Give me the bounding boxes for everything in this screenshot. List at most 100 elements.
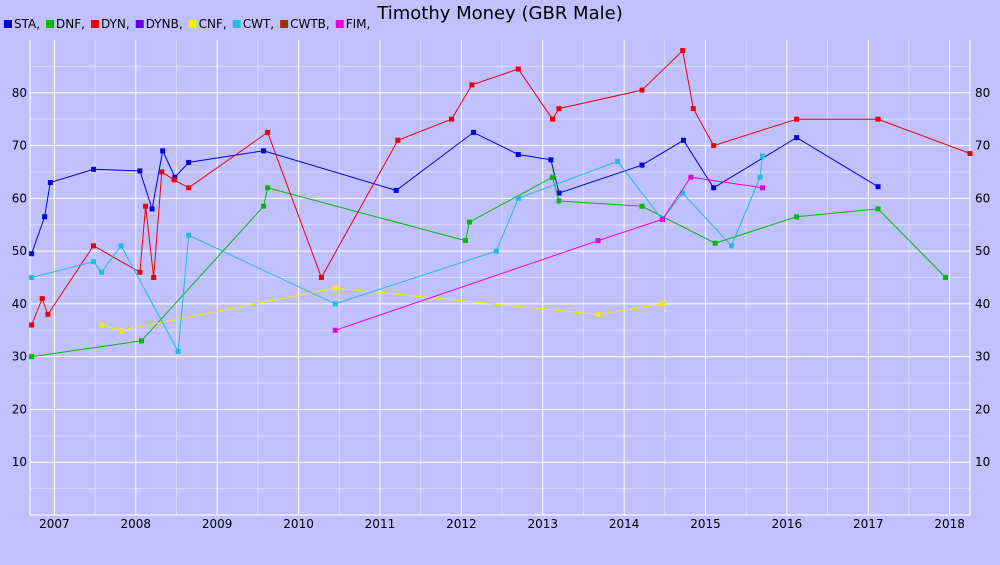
series-dnf bbox=[29, 174, 949, 360]
legend-label: CWT, bbox=[243, 17, 274, 31]
data-point bbox=[175, 348, 181, 354]
y-tick-label-left: 40 bbox=[12, 297, 27, 311]
legend-swatch bbox=[280, 20, 289, 28]
series-sta bbox=[29, 129, 881, 257]
data-point bbox=[711, 185, 717, 191]
y-tick-label-right: 50 bbox=[975, 244, 990, 258]
data-point bbox=[711, 143, 717, 149]
data-point bbox=[967, 150, 973, 156]
data-point bbox=[332, 327, 338, 333]
data-point bbox=[149, 206, 155, 212]
data-point bbox=[137, 168, 143, 174]
data-point bbox=[875, 116, 881, 122]
x-tick-label: 2015 bbox=[690, 517, 721, 531]
y-tick-label-right: 30 bbox=[975, 350, 990, 364]
data-point bbox=[515, 66, 521, 72]
legend-swatch bbox=[135, 20, 144, 28]
data-point bbox=[690, 106, 696, 112]
legend-swatch bbox=[335, 20, 344, 28]
data-point bbox=[556, 106, 562, 112]
series-layer bbox=[29, 48, 973, 360]
data-point bbox=[757, 174, 763, 180]
data-point bbox=[556, 190, 562, 196]
data-point bbox=[261, 148, 267, 154]
data-point bbox=[261, 203, 267, 209]
data-point bbox=[794, 214, 800, 220]
x-tick-label: 2007 bbox=[39, 517, 70, 531]
legend-swatch bbox=[90, 20, 99, 28]
data-point bbox=[449, 116, 455, 122]
data-point bbox=[639, 87, 645, 93]
data-point bbox=[118, 327, 124, 333]
legend-swatch bbox=[232, 20, 241, 28]
y-tick-label-right: 80 bbox=[975, 86, 990, 100]
data-point bbox=[29, 251, 35, 257]
data-point bbox=[548, 157, 554, 163]
data-point bbox=[759, 153, 765, 159]
data-point bbox=[160, 148, 166, 154]
y-tick-label-left: 80 bbox=[12, 86, 27, 100]
data-point bbox=[159, 169, 165, 175]
series-fim bbox=[332, 174, 765, 333]
data-point bbox=[729, 243, 735, 249]
legend-swatch bbox=[46, 20, 55, 28]
data-point bbox=[137, 269, 143, 275]
legend-label: STA, bbox=[14, 17, 40, 31]
data-point bbox=[171, 177, 177, 183]
legend-swatch bbox=[188, 20, 197, 28]
data-point bbox=[493, 248, 499, 254]
data-point bbox=[875, 184, 881, 190]
series-dyn bbox=[29, 48, 973, 328]
legend-label: CWTB, bbox=[290, 17, 330, 31]
data-point bbox=[681, 137, 687, 143]
data-point bbox=[318, 275, 324, 280]
data-point bbox=[90, 166, 96, 172]
x-tick-label: 2012 bbox=[446, 517, 477, 531]
axes: 10 10 20 20 30 30 40 40 50 50 60 60 70 70 80 80 2007 2008… bbox=[12, 40, 990, 531]
legend-label: DYNB, bbox=[146, 17, 183, 31]
y-tick-label-right: 70 bbox=[975, 139, 990, 153]
x-tick-label: 2013 bbox=[527, 517, 558, 531]
data-point bbox=[265, 129, 271, 135]
legend-label: CNF, bbox=[199, 17, 227, 31]
data-point bbox=[118, 243, 124, 249]
y-tick-label-right: 10 bbox=[975, 455, 990, 469]
data-point bbox=[172, 174, 178, 180]
data-point bbox=[659, 301, 665, 307]
data-point bbox=[186, 232, 192, 238]
data-point bbox=[515, 195, 521, 201]
data-point bbox=[943, 275, 949, 280]
x-tick-label: 2010 bbox=[283, 517, 314, 531]
data-point bbox=[151, 275, 157, 280]
data-point bbox=[332, 301, 338, 307]
data-point bbox=[99, 322, 105, 328]
data-point bbox=[875, 206, 881, 212]
x-tick-label: 2017 bbox=[853, 517, 884, 531]
data-point bbox=[794, 116, 800, 122]
data-point bbox=[680, 190, 686, 196]
y-tick-label-right: 40 bbox=[975, 297, 990, 311]
series-cnf bbox=[99, 285, 665, 333]
data-point bbox=[462, 238, 468, 244]
data-point bbox=[595, 238, 601, 244]
x-tick-label: 2008 bbox=[121, 517, 152, 531]
x-tick-label: 2018 bbox=[934, 517, 965, 531]
data-point bbox=[29, 275, 35, 280]
data-point bbox=[29, 354, 35, 360]
data-point bbox=[549, 174, 555, 180]
x-tick-label: 2014 bbox=[609, 517, 640, 531]
data-point bbox=[515, 152, 521, 158]
data-point bbox=[469, 82, 475, 88]
data-point bbox=[395, 137, 401, 143]
data-point bbox=[639, 162, 645, 168]
data-point bbox=[47, 180, 53, 185]
y-tick-label-right: 60 bbox=[975, 191, 990, 205]
data-point bbox=[712, 240, 718, 246]
legend: STA, DNF, DYN, DYNB, CNF, CWT, CWTB, FIM, bbox=[4, 17, 370, 31]
data-point bbox=[45, 311, 51, 317]
data-point bbox=[332, 285, 338, 291]
data-point bbox=[186, 159, 192, 165]
data-point bbox=[90, 243, 96, 249]
data-point bbox=[639, 203, 645, 209]
